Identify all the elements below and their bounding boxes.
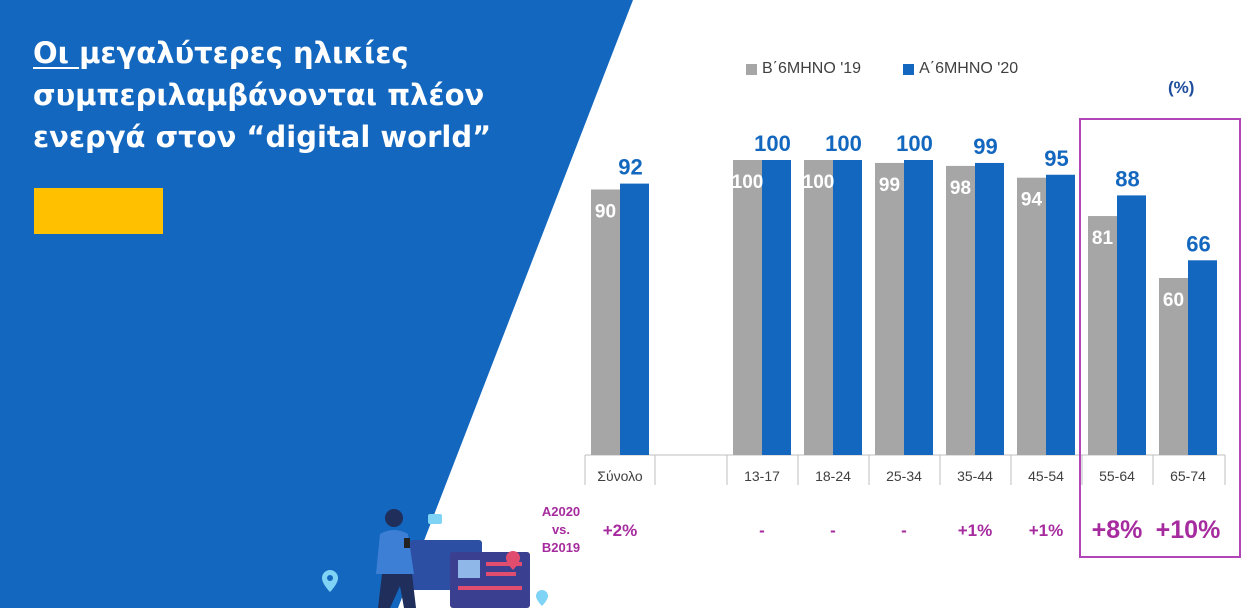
bar-2020-13-17 [762, 160, 791, 455]
title-line-1: μεγαλύτερες ηλικίες [79, 36, 409, 70]
bar-2019-18-24 [804, 160, 833, 455]
category-label-55-64: 55-64 [1099, 468, 1135, 484]
location-pin-icon [536, 590, 548, 606]
bar-2019-13-17 [733, 160, 762, 455]
slide-title: Οι μεγαλύτερες ηλικίες συμπεριλαμβάνοντα… [33, 32, 593, 158]
data-label-2020-Σύνολο: 92 [618, 155, 642, 180]
comparison-label-line-1: A2020 [541, 504, 581, 519]
bar-2019-35-44 [946, 165, 975, 455]
yellow-accent-bar [34, 188, 163, 234]
category-label-35-44: 35-44 [957, 468, 993, 484]
legend-label-2020: Α΄6ΜΗΝΟ '20 [919, 60, 1019, 77]
comparison-value-18-24: - [830, 521, 836, 540]
unit-label: (%) [1168, 78, 1195, 97]
bar-2019-55-64 [1088, 216, 1117, 455]
bar-2019-25-34 [875, 162, 904, 455]
comparison-value-Σύνολο: +2% [602, 521, 638, 540]
bar-2019-Σύνολο [591, 189, 620, 455]
category-label-65-74: 65-74 [1170, 468, 1206, 484]
bar-2020-35-44 [975, 162, 1004, 455]
category-label-Σύνολο: Σύνολο [597, 468, 643, 484]
legend-item-2019: Β΄6ΜΗΝΟ '19 [746, 60, 861, 78]
comparison-label-line-3: B2019 [541, 540, 581, 555]
comparison-value-55-64: +8% [1091, 516, 1143, 544]
category-label-13-17: 13-17 [744, 468, 780, 484]
bar-2020-45-54 [1046, 174, 1075, 455]
data-label-2019-65-74: 60 [1163, 290, 1184, 311]
category-label-25-34: 25-34 [886, 468, 922, 484]
profile-card-icon [458, 560, 480, 578]
comparison-value-35-44: +1% [957, 521, 993, 540]
data-label-2019-55-64: 81 [1092, 228, 1114, 249]
data-label-2019-13-17: 100 [732, 172, 764, 193]
category-label-18-24: 18-24 [815, 468, 851, 484]
bar-2020-18-24 [833, 160, 862, 455]
data-label-2019-25-34: 99 [879, 175, 900, 196]
phone-icon [404, 538, 410, 548]
title-line-2: συμπεριλαμβάνονται πλέον [33, 78, 485, 112]
legend-label-2019: Β΄6ΜΗΝΟ '19 [762, 60, 862, 77]
legend-item-2020: Α΄6ΜΗΝΟ '20 [903, 60, 1018, 78]
bar-2019-45-54 [1017, 177, 1046, 455]
chat-bubble-icon [428, 514, 442, 524]
comparison-label: A2020 vs. B2019 [528, 503, 594, 557]
data-label-2020-65-74: 66 [1186, 231, 1210, 256]
data-label-2020-55-64: 88 [1115, 166, 1139, 191]
data-label-2019-Σύνολο: 90 [595, 202, 616, 223]
person-figure [376, 509, 416, 608]
category-label-45-54: 45-54 [1028, 468, 1064, 484]
data-label-2019-35-44: 98 [950, 178, 971, 199]
comparison-value-25-34: - [901, 521, 907, 540]
data-label-2020-25-34: 100 [896, 131, 933, 156]
title-underlined-word: Οι [33, 36, 80, 70]
location-pin-icon [506, 551, 520, 570]
data-label-2020-18-24: 100 [825, 131, 862, 156]
bar-2019-65-74 [1159, 278, 1188, 455]
comparison-label-line-2: vs. [551, 522, 571, 537]
bar-2020-25-34 [904, 160, 933, 455]
comparison-value-13-17: - [759, 521, 765, 540]
data-label-2019-18-24: 100 [803, 172, 835, 193]
bar-2020-Σύνολο [620, 183, 649, 455]
chart-legend: Β΄6ΜΗΝΟ '19 Α΄6ΜΗΝΟ '20 [746, 60, 1018, 78]
data-label-2020-35-44: 99 [973, 134, 997, 159]
bar-2020-65-74 [1188, 260, 1217, 455]
legend-swatch-2019 [746, 63, 757, 75]
legend-swatch-2020 [903, 63, 915, 75]
person-with-phone-illustration [322, 509, 548, 608]
data-label-2020-45-54: 95 [1044, 146, 1068, 171]
bar-2020-55-64 [1117, 195, 1146, 455]
location-pin-icon [322, 570, 338, 592]
highlight-box [1079, 118, 1241, 558]
data-label-2020-13-17: 100 [754, 131, 791, 156]
comparison-value-65-74: +10% [1155, 516, 1221, 544]
comparison-value-45-54: +1% [1028, 521, 1064, 540]
data-label-2019-45-54: 94 [1021, 190, 1043, 211]
title-line-3: ενεργά στον “digital world” [33, 120, 492, 154]
